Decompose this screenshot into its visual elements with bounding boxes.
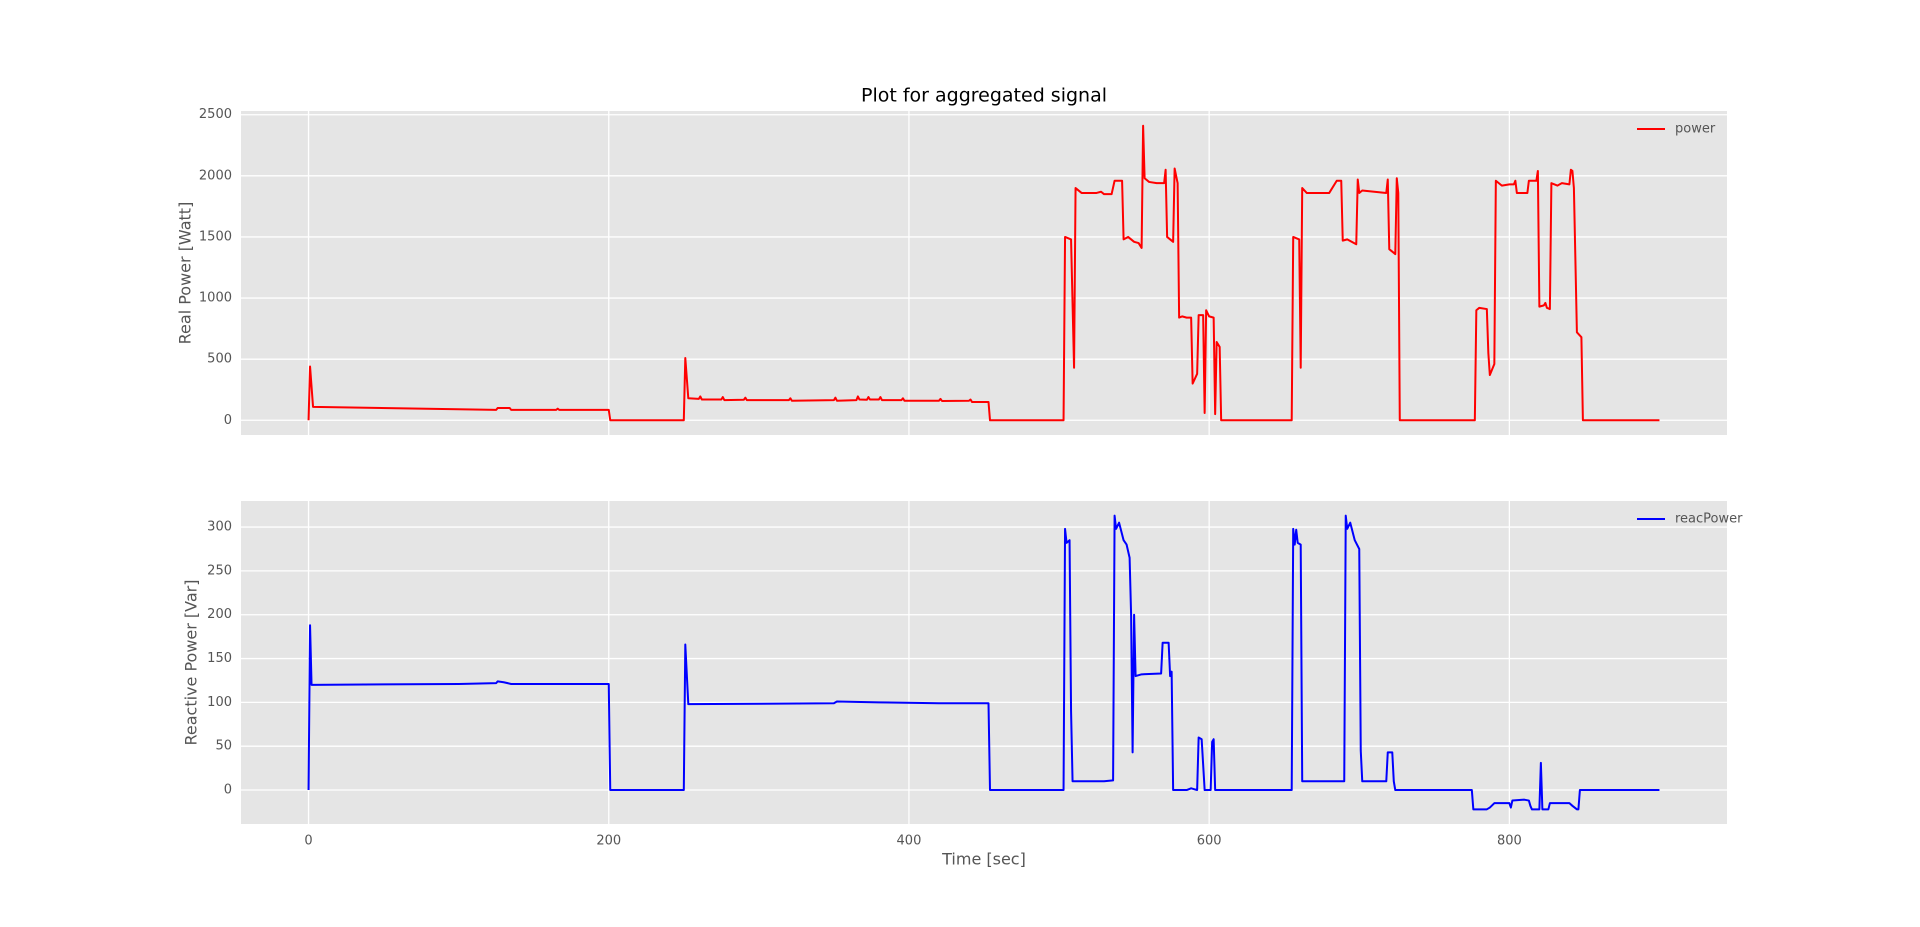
x-tick-label: 0 xyxy=(304,834,312,849)
y-tick-label: 500 xyxy=(207,352,232,367)
y-tick-label: 1500 xyxy=(199,229,232,244)
legend-label: reacPower xyxy=(1675,512,1743,527)
data-line xyxy=(307,514,1660,811)
y-tick-label: 2500 xyxy=(199,107,232,122)
y-tick-label: 150 xyxy=(207,651,232,666)
y-tick-label: 250 xyxy=(207,563,232,578)
legend-label: power xyxy=(1675,122,1716,137)
x-tick-label: 800 xyxy=(1497,834,1522,849)
y-axis-label: Reactive Power [Var] xyxy=(182,580,201,746)
y-tick-label: 0 xyxy=(224,413,232,428)
x-axis-label: Time [sec] xyxy=(941,850,1026,869)
y-axis-label: Real Power [Watt] xyxy=(176,202,195,345)
plot-area xyxy=(241,111,1727,435)
y-tick-label: 100 xyxy=(207,695,232,710)
y-tick-label: 200 xyxy=(207,607,232,622)
plot-area xyxy=(241,501,1727,824)
x-tick-label: 400 xyxy=(897,834,922,849)
chart-title: Plot for aggregated signal xyxy=(861,85,1107,107)
y-tick-label: 1000 xyxy=(199,291,232,306)
y-tick-label: 0 xyxy=(224,783,232,798)
x-tick-label: 600 xyxy=(1197,834,1222,849)
y-tick-label: 300 xyxy=(207,520,232,535)
y-tick-label: 2000 xyxy=(199,168,232,183)
y-tick-label: 50 xyxy=(215,739,232,754)
data-line xyxy=(307,124,1660,422)
x-tick-label: 200 xyxy=(596,834,621,849)
